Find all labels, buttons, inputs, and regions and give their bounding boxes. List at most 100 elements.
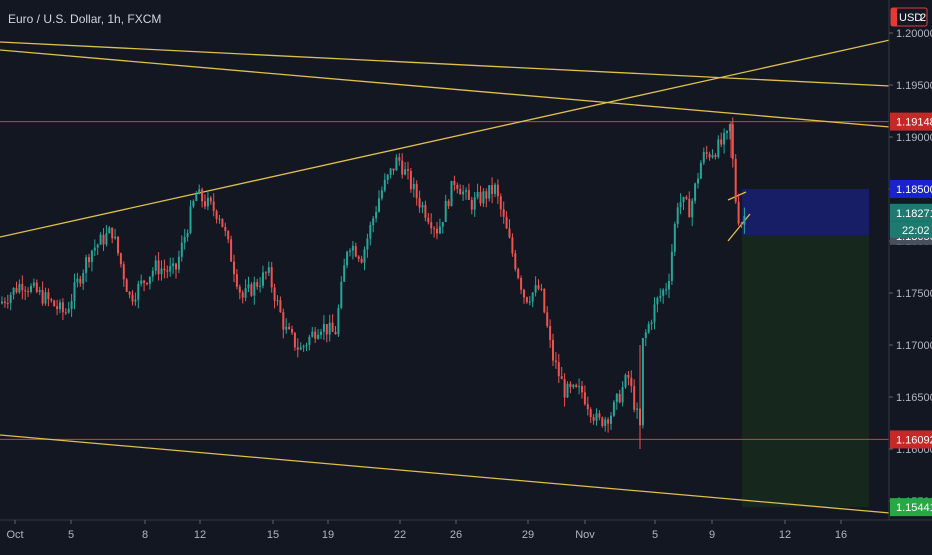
candle[interactable] (244, 279, 247, 302)
candle[interactable] (598, 410, 601, 421)
candle[interactable] (35, 279, 38, 294)
candle[interactable] (322, 315, 325, 340)
candle[interactable] (430, 213, 433, 235)
candle[interactable] (224, 222, 227, 237)
candle[interactable] (151, 267, 154, 282)
candle[interactable] (143, 279, 146, 292)
candle[interactable] (499, 193, 502, 217)
candle[interactable] (595, 408, 598, 426)
candle[interactable] (581, 381, 583, 399)
candle[interactable] (90, 249, 93, 272)
candle[interactable] (24, 286, 27, 301)
candle[interactable] (456, 182, 459, 194)
candle[interactable] (291, 325, 293, 335)
candle[interactable] (517, 267, 520, 280)
candle[interactable] (380, 186, 383, 201)
candle[interactable] (549, 319, 552, 349)
candle[interactable] (204, 194, 206, 210)
candle[interactable] (427, 212, 430, 225)
candle[interactable] (601, 416, 604, 428)
candle[interactable] (38, 286, 41, 296)
candle[interactable] (421, 201, 424, 214)
candle[interactable] (73, 273, 76, 310)
candle[interactable] (117, 236, 119, 256)
candle[interactable] (56, 299, 59, 316)
candle[interactable] (438, 218, 441, 235)
candle[interactable] (436, 221, 438, 240)
candle[interactable] (630, 370, 633, 393)
candle[interactable] (302, 344, 305, 352)
candle[interactable] (508, 219, 511, 239)
candle[interactable] (557, 353, 560, 383)
candle[interactable] (311, 326, 314, 338)
candle[interactable] (662, 288, 665, 304)
candle[interactable] (125, 277, 128, 292)
candle[interactable] (502, 201, 505, 224)
candle[interactable] (740, 221, 743, 228)
candle[interactable] (114, 228, 117, 240)
candle[interactable] (702, 147, 705, 166)
candle[interactable] (21, 275, 24, 300)
candle[interactable] (3, 297, 6, 308)
candle[interactable] (386, 173, 389, 185)
candle[interactable] (288, 322, 291, 330)
candle[interactable] (351, 240, 354, 260)
candle[interactable] (528, 296, 531, 306)
candle[interactable] (653, 297, 656, 330)
candle[interactable] (343, 258, 346, 282)
candle[interactable] (441, 221, 444, 234)
candle[interactable] (433, 225, 436, 238)
candle[interactable] (296, 338, 299, 358)
candle[interactable] (369, 221, 372, 246)
candle[interactable] (137, 280, 140, 309)
candle[interactable] (285, 318, 288, 334)
candle[interactable] (540, 283, 543, 292)
candle[interactable] (366, 233, 369, 258)
candle[interactable] (734, 154, 737, 204)
candle[interactable] (476, 183, 479, 200)
candle[interactable] (720, 132, 723, 148)
candle[interactable] (30, 283, 32, 294)
candle[interactable] (697, 172, 699, 189)
candle[interactable] (328, 314, 331, 342)
candle[interactable] (235, 269, 238, 290)
candle[interactable] (334, 326, 337, 335)
currency-badge[interactable]: USD 2 (890, 7, 928, 27)
candle[interactable] (511, 233, 514, 257)
support-tag[interactable]: 1.16092 (890, 430, 932, 449)
candle[interactable] (407, 161, 409, 180)
candle[interactable] (670, 244, 673, 285)
candle[interactable] (491, 177, 494, 204)
candle[interactable] (209, 196, 212, 205)
candle[interactable] (523, 288, 525, 304)
candle[interactable] (531, 291, 534, 308)
candle[interactable] (569, 381, 572, 394)
candle[interactable] (586, 396, 589, 416)
candle[interactable] (363, 246, 366, 271)
candle[interactable] (67, 301, 70, 314)
candle[interactable] (607, 417, 610, 433)
candle[interactable] (415, 180, 418, 206)
candle[interactable] (583, 385, 586, 406)
candle[interactable] (554, 352, 557, 369)
candle[interactable] (227, 230, 230, 244)
candle[interactable] (494, 182, 496, 198)
candle[interactable] (18, 279, 21, 294)
candle[interactable] (273, 283, 276, 309)
candle[interactable] (238, 284, 241, 300)
candle[interactable] (578, 378, 581, 395)
candle[interactable] (215, 209, 218, 224)
candle[interactable] (383, 173, 386, 193)
candle[interactable] (691, 198, 694, 227)
candle[interactable] (206, 192, 209, 211)
candle[interactable] (375, 206, 378, 223)
candle[interactable] (262, 265, 264, 289)
candle[interactable] (256, 278, 259, 290)
candle[interactable] (453, 175, 456, 191)
candle[interactable] (650, 319, 653, 330)
candle[interactable] (79, 275, 82, 287)
candle[interactable] (717, 135, 720, 159)
candle[interactable] (647, 321, 650, 334)
